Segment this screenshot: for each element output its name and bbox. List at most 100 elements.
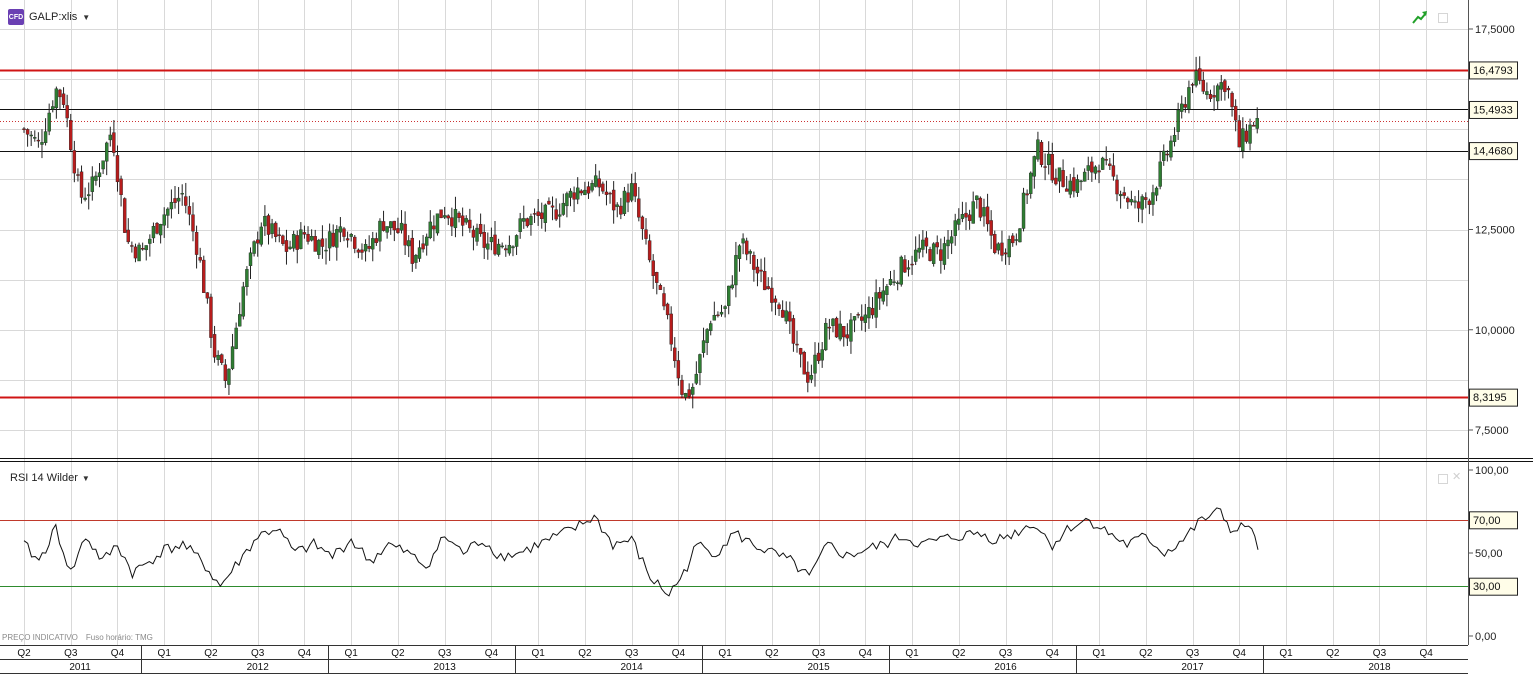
candle-body (320, 238, 325, 247)
candle-body (536, 211, 540, 217)
window-square-icon[interactable] (1438, 13, 1448, 23)
quarter-label: Q3 (812, 648, 826, 659)
candle-body (1133, 200, 1137, 203)
quarter-label: Q2 (1326, 648, 1340, 659)
candle-body (982, 207, 986, 217)
level-tag-box (1469, 61, 1518, 80)
level-tag-box (1469, 577, 1518, 596)
candle-body (989, 220, 993, 236)
price-level-tag[interactable]: 14,4680 (1469, 142, 1518, 161)
candle-body (949, 236, 954, 244)
candle-body (698, 354, 702, 373)
candle-body (403, 223, 407, 246)
candle-body (975, 195, 979, 200)
rsi-indicator-label[interactable]: RSI 14 Wilder (10, 472, 78, 484)
candle-body (572, 192, 576, 200)
candle-body (910, 263, 914, 266)
candle-body (266, 215, 271, 235)
candle-body (392, 220, 397, 231)
candle-body (852, 316, 857, 321)
candle-body (716, 314, 720, 317)
candle-body (993, 234, 997, 253)
close-icon[interactable]: ✕ (1452, 471, 1462, 483)
candle-body (489, 237, 494, 243)
candle-body (957, 218, 961, 225)
candle-body (417, 247, 422, 259)
candle-body (924, 237, 929, 247)
candle-body (748, 251, 752, 254)
price-level-tag[interactable]: 15,4933 (1469, 100, 1518, 119)
candle-body (705, 329, 709, 343)
candle-body (723, 306, 727, 309)
quarter-label: Q4 (1046, 648, 1060, 659)
quarter-label: Q3 (1186, 648, 1200, 659)
candle-body (784, 310, 788, 322)
candle-body (1050, 153, 1054, 181)
candle-body (205, 292, 210, 299)
price-panel (0, 29, 1468, 431)
window-square-icon[interactable] (1438, 474, 1448, 484)
candle-body (827, 326, 832, 329)
candle-body (730, 284, 734, 289)
candle-body (1064, 188, 1069, 192)
candle-body (870, 307, 875, 316)
green-trend-arrow-icon[interactable] (1412, 10, 1428, 24)
candle-body (518, 218, 522, 232)
candle-body (101, 160, 105, 170)
candle-body (1115, 179, 1119, 195)
candle-body (1208, 94, 1213, 99)
candle-body (673, 347, 677, 362)
candle-body (306, 233, 310, 242)
candle-body (381, 221, 386, 231)
candle-body (734, 255, 738, 286)
candle-body (1108, 163, 1112, 166)
rsi-line[interactable] (23, 507, 1259, 597)
price-level-tag[interactable]: 8,3195 (1469, 388, 1518, 407)
y-tick-label: 10,0000 (1475, 325, 1515, 337)
candle-body (374, 238, 379, 243)
candle-body (824, 322, 828, 351)
candle-body (1021, 192, 1026, 229)
candle-body (737, 245, 742, 259)
chevron-down-icon[interactable]: ▼ (82, 12, 91, 22)
rsi-level-tag[interactable]: 70,00 (1469, 511, 1518, 530)
candle-body (90, 176, 95, 192)
candle-body (719, 311, 724, 315)
candle-body (94, 175, 98, 181)
candle-body (457, 212, 461, 218)
chevron-down-icon[interactable]: ▼ (81, 473, 90, 483)
candle-body (140, 248, 145, 250)
rsi-level-tag[interactable]: 30,00 (1469, 577, 1518, 596)
candle-body (252, 241, 256, 254)
candle-body (1126, 197, 1130, 203)
quarter-label: Q1 (531, 648, 545, 659)
candle-body (1251, 124, 1256, 127)
level-tag-box (1469, 100, 1518, 119)
candle-body (996, 243, 1001, 251)
candle-body (1144, 197, 1148, 200)
quarter-label: Q4 (672, 648, 686, 659)
candle-body (51, 106, 55, 110)
candle-body (25, 129, 30, 135)
candle-body (493, 234, 497, 255)
price-level-tag[interactable]: 16,4793 (1469, 61, 1518, 80)
candle-body (360, 249, 364, 253)
year-label: 2016 (994, 662, 1017, 673)
candle-body (76, 174, 80, 176)
candle-body (367, 246, 371, 249)
candle-body (903, 259, 907, 273)
candle-body (593, 175, 598, 187)
candle-body (543, 204, 548, 223)
instrument-symbol[interactable]: GALP:xlis (29, 11, 78, 23)
candle-body (867, 307, 871, 319)
candle-body (928, 249, 932, 261)
candle-body (191, 214, 195, 232)
level-tag-text: 70,00 (1473, 515, 1501, 527)
candle-body (414, 255, 418, 263)
candle-body (79, 171, 84, 198)
candle-body (608, 192, 612, 195)
candle-body (1032, 156, 1037, 177)
candle-body (1014, 239, 1019, 241)
candle-body (511, 246, 515, 249)
